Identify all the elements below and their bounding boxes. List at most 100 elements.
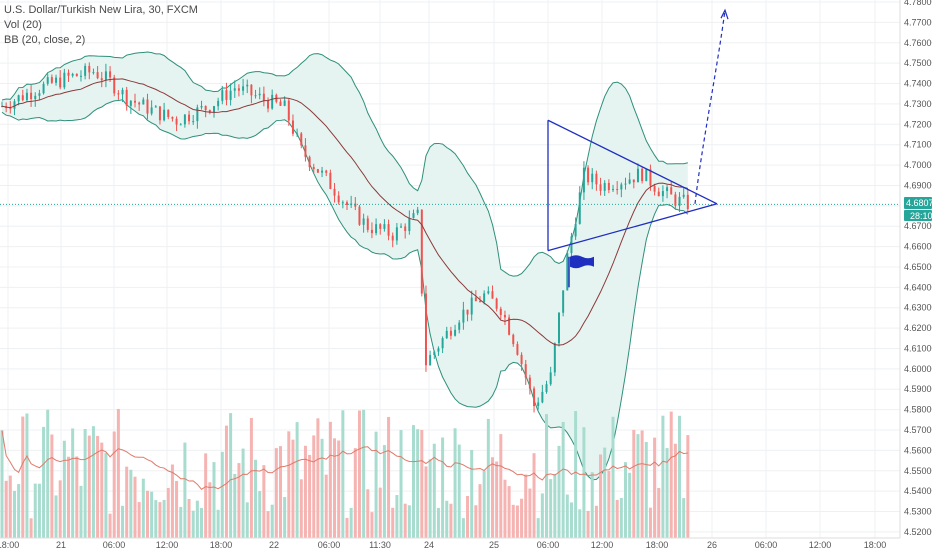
candle-body [254,95,257,97]
candle-body [183,114,186,125]
candle-body [287,100,290,121]
candle-body [258,93,261,96]
y-tick-label: 4.74000 [904,79,932,89]
candle-body [528,377,531,389]
y-tick-label: 4.62000 [904,323,932,333]
candle-body [312,167,315,170]
volume-bar [682,498,686,538]
volume-indicator-label[interactable]: Vol (20) [4,19,42,31]
candle-body [424,293,427,366]
time-axis[interactable]: 18:00 21 06:00 12:00 18:00 22 06:00 11:30 24 25 06… [0,537,932,550]
volume-bar [661,415,665,538]
volume-bar [441,437,445,538]
y-tick-label: 4.56000 [904,445,932,455]
volume-bar [154,500,158,538]
volume-bar [644,441,648,538]
volume-bar [303,445,307,538]
candle-body [366,218,369,230]
y-tick-label: 4.60000 [904,364,932,374]
candle-body [154,106,157,108]
volume-bar [453,428,457,538]
candle-body [412,213,415,218]
candle-body [134,100,137,103]
volume-bar [412,425,416,538]
volume-bar [121,505,125,538]
volume-bar [461,518,465,538]
candle-body [267,100,270,109]
candle-body [125,89,128,106]
chart-legend: U.S. Dollar/Turkish New Lira, 30, FXCM V… [4,3,198,48]
arrow-head-icon [720,8,729,20]
triangle-drawing[interactable] [547,8,729,252]
volume-bar [216,509,220,538]
volume-bar [158,502,162,538]
last-price-value: 4.68074 [906,198,932,208]
candle-body [308,156,311,168]
y-tick-label: 4.57000 [904,425,932,435]
volume-bar [619,497,623,538]
candle-body [75,73,78,77]
candle-body [433,351,436,356]
basis-line [1,78,688,346]
volume-bar [623,462,627,538]
candle-body [574,223,577,237]
volume-bar [274,448,278,538]
candle-body [524,364,527,378]
bollinger-indicator-label[interactable]: BB (20, close, 2) [4,34,86,46]
volume-bar [312,435,316,538]
volume-bar [137,502,141,538]
volume-bar [42,426,46,538]
volume-bar [341,410,345,538]
y-tick-label: 4.63000 [904,303,932,313]
band-fill [2,52,688,480]
candle-body [553,343,556,373]
volume-bar [295,422,299,538]
volume-bar [420,429,424,538]
x-tick-label: 12:00 [809,540,832,550]
candle-body [283,100,286,106]
volume-bar [179,506,183,538]
candle-body [113,77,116,94]
candle-body [661,191,664,197]
candle-body [71,73,74,76]
y-tick-label: 4.59000 [904,384,932,394]
candle-body [474,297,477,302]
volume-bar [71,428,75,538]
candle-body [454,329,457,336]
volume-bar [62,440,66,538]
volume-bar [362,409,366,538]
volume-bar [100,442,104,538]
volume-bar [245,502,249,538]
volume-bar [278,446,282,538]
volume-bar [270,504,274,538]
volume-bar [162,500,166,538]
flag-icon[interactable] [568,255,594,288]
y-tick-label: 4.58000 [904,405,932,415]
candle-body [208,110,211,113]
candle-body [55,77,58,83]
volume-bar [333,438,337,538]
volume-bar [353,448,357,538]
candle-body [21,95,24,101]
candle-body [387,224,390,236]
volume-bar [669,411,673,538]
y-tick-label: 4.54000 [904,486,932,496]
volume-bar [507,486,511,538]
candle-body [503,314,506,318]
candle-body [296,133,299,135]
y-tick-label: 4.67000 [904,221,932,231]
candle-body [346,202,348,205]
candle-body [333,188,336,196]
symbol-title[interactable]: U.S. Dollar/Turkish New Lira, 30, FXCM [4,4,198,16]
volume-bar [258,491,262,538]
volume-bar [528,488,532,538]
candle-body [420,209,423,294]
candle-body [607,182,610,191]
volume-bar [640,430,644,538]
candle-body [557,312,560,344]
volume-bar [578,509,582,538]
candle-body [595,173,598,185]
volume-bar [125,466,129,538]
price-axis[interactable]: 4.78000 4.77000 4.76000 4.75000 4.74000 4.730… [899,0,932,550]
